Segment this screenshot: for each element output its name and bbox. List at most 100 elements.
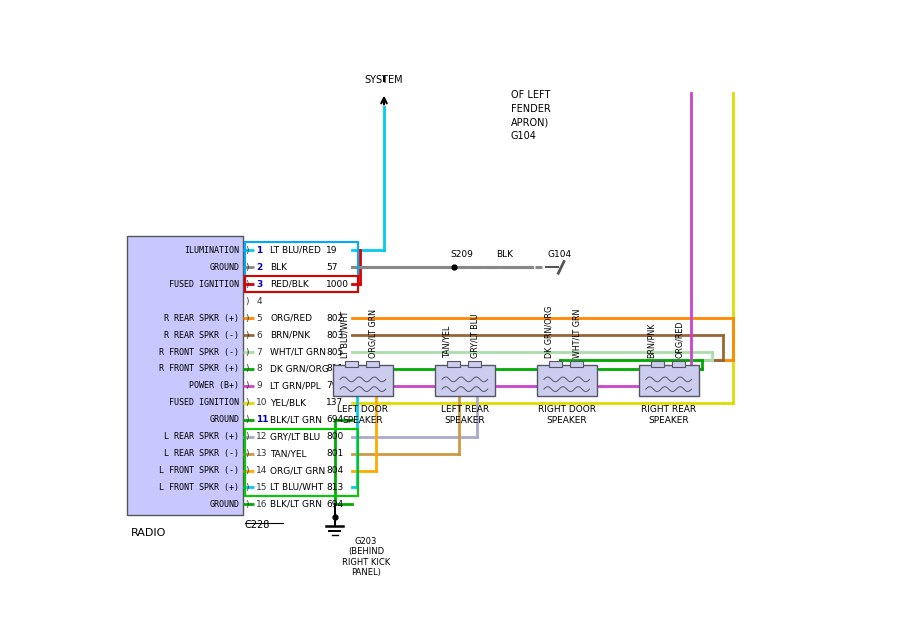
Text: WHT/LT GRN: WHT/LT GRN — [270, 348, 327, 357]
Text: ): ) — [245, 381, 249, 391]
Text: S209: S209 — [451, 250, 473, 259]
Text: ORG/RED: ORG/RED — [270, 314, 312, 322]
Text: ): ) — [245, 466, 249, 475]
Text: 797: 797 — [327, 381, 344, 391]
FancyBboxPatch shape — [468, 362, 481, 367]
Text: ORG/LT GRN: ORG/LT GRN — [369, 309, 378, 358]
FancyBboxPatch shape — [447, 362, 460, 367]
FancyBboxPatch shape — [435, 365, 494, 396]
Text: LEFT REAR
SPEAKER: LEFT REAR SPEAKER — [441, 405, 489, 425]
Text: APRON): APRON) — [511, 117, 549, 127]
Text: 14: 14 — [256, 466, 268, 475]
FancyBboxPatch shape — [346, 362, 358, 367]
Text: 6: 6 — [256, 331, 262, 339]
Text: L FRONT SPKR (-): L FRONT SPKR (-) — [160, 466, 239, 475]
Text: POWER (B+): POWER (B+) — [190, 381, 239, 391]
Text: GROUND: GROUND — [210, 263, 239, 272]
Text: 8: 8 — [256, 365, 262, 374]
Text: YEL/BLK: YEL/BLK — [270, 398, 307, 408]
Text: GRY/LT BLU: GRY/LT BLU — [471, 313, 480, 358]
Text: LT BLU/WHT: LT BLU/WHT — [341, 310, 350, 358]
Text: GROUND: GROUND — [210, 415, 239, 424]
Text: L FRONT SPKR (+): L FRONT SPKR (+) — [160, 483, 239, 492]
Text: 7: 7 — [256, 348, 262, 357]
Text: 1: 1 — [256, 246, 262, 255]
Text: TAN/YEL: TAN/YEL — [443, 325, 452, 358]
Text: 19: 19 — [327, 246, 338, 255]
Text: BLK/LT GRN: BLK/LT GRN — [270, 500, 322, 509]
Text: 16: 16 — [256, 500, 268, 509]
Text: R REAR SPKR (-): R REAR SPKR (-) — [164, 331, 239, 339]
Text: FUSED IGNITION: FUSED IGNITION — [170, 280, 239, 289]
Text: GROUND: GROUND — [210, 500, 239, 509]
Text: ): ) — [245, 398, 249, 408]
Text: ): ) — [245, 263, 249, 272]
Text: OF LEFT: OF LEFT — [511, 90, 550, 100]
Text: 802: 802 — [327, 314, 344, 322]
Text: 10: 10 — [256, 398, 268, 408]
Text: 137: 137 — [327, 398, 344, 408]
Text: LT BLU/WHT: LT BLU/WHT — [270, 483, 323, 492]
Text: 803: 803 — [327, 331, 344, 339]
Text: 801: 801 — [327, 449, 344, 458]
Text: LEFT DOOR
SPEAKER: LEFT DOOR SPEAKER — [337, 405, 388, 425]
Text: ): ) — [245, 348, 249, 357]
Text: 805: 805 — [327, 348, 344, 357]
Text: ): ) — [245, 297, 249, 306]
Text: ): ) — [245, 449, 249, 458]
Text: G104: G104 — [511, 131, 536, 141]
Text: 4: 4 — [256, 297, 262, 306]
Text: TAN/YEL: TAN/YEL — [270, 449, 307, 458]
Text: ): ) — [245, 365, 249, 374]
Text: 2: 2 — [256, 263, 262, 272]
Text: LT GRN/PPL: LT GRN/PPL — [270, 381, 321, 391]
Text: BLK: BLK — [496, 250, 513, 259]
Text: ): ) — [245, 432, 249, 441]
Text: 13: 13 — [256, 449, 268, 458]
Text: WHT/LT GRN: WHT/LT GRN — [573, 308, 581, 358]
Text: 9: 9 — [256, 381, 262, 391]
Text: R REAR SPKR (+): R REAR SPKR (+) — [164, 314, 239, 322]
Text: SYSTEM: SYSTEM — [365, 76, 404, 85]
FancyBboxPatch shape — [651, 362, 664, 367]
Text: ): ) — [245, 280, 249, 289]
Text: 694: 694 — [327, 500, 344, 509]
Text: ILUMINATION: ILUMINATION — [184, 246, 239, 255]
Text: BLK/LT GRN: BLK/LT GRN — [270, 415, 322, 424]
Text: BLK: BLK — [270, 263, 288, 272]
Text: FENDER: FENDER — [511, 104, 551, 114]
Text: 1000: 1000 — [327, 280, 349, 289]
Text: ): ) — [245, 246, 249, 255]
FancyBboxPatch shape — [366, 362, 379, 367]
Text: 3: 3 — [256, 280, 262, 289]
Text: ): ) — [245, 415, 249, 424]
FancyBboxPatch shape — [127, 236, 243, 516]
Text: RIGHT REAR
SPEAKER: RIGHT REAR SPEAKER — [641, 405, 697, 425]
Text: 694: 694 — [327, 415, 344, 424]
Text: R FRONT SPKR (-): R FRONT SPKR (-) — [160, 348, 239, 357]
Text: ): ) — [245, 500, 249, 509]
Text: 57: 57 — [327, 263, 338, 272]
Text: G203
(BEHIND
RIGHT KICK
PANEL): G203 (BEHIND RIGHT KICK PANEL) — [342, 537, 390, 577]
Text: ORG/RED: ORG/RED — [675, 320, 684, 358]
Text: LT BLU/RED: LT BLU/RED — [270, 246, 321, 255]
Text: C228: C228 — [245, 521, 270, 530]
Text: 811: 811 — [327, 365, 344, 374]
Text: FUSED IGNITION: FUSED IGNITION — [170, 398, 239, 408]
Text: 11: 11 — [256, 415, 268, 424]
Text: R FRONT SPKR (+): R FRONT SPKR (+) — [160, 365, 239, 374]
Text: L REAR SPKR (-): L REAR SPKR (-) — [164, 449, 239, 458]
FancyBboxPatch shape — [571, 362, 583, 367]
Text: ): ) — [245, 483, 249, 492]
Text: 800: 800 — [327, 432, 344, 441]
Text: RIGHT DOOR
SPEAKER: RIGHT DOOR SPEAKER — [538, 405, 596, 425]
FancyBboxPatch shape — [550, 362, 561, 367]
FancyBboxPatch shape — [639, 365, 698, 396]
FancyBboxPatch shape — [333, 365, 393, 396]
Text: G104: G104 — [548, 250, 572, 259]
Text: ORG/LT GRN: ORG/LT GRN — [270, 466, 326, 475]
Text: RED/BLK: RED/BLK — [270, 280, 309, 289]
Text: 15: 15 — [256, 483, 268, 492]
Text: DK GRN/ORG: DK GRN/ORG — [545, 305, 553, 358]
Text: ): ) — [245, 331, 249, 339]
